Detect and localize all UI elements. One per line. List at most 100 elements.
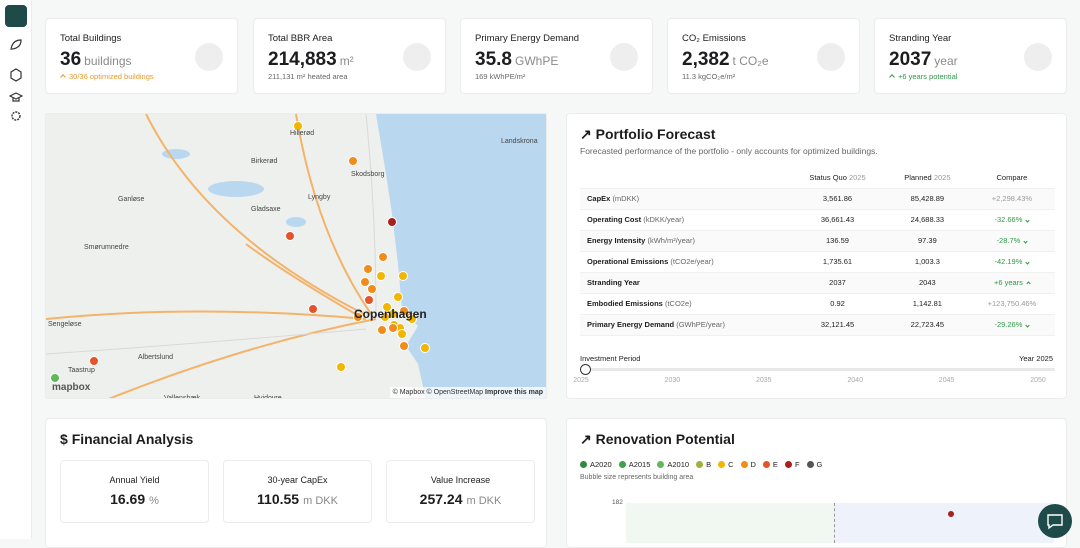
kpi-unit: GWhPE <box>514 54 559 68</box>
compare-value: -28.7% <box>968 230 1055 252</box>
legend-label: E <box>772 460 778 469</box>
legend-swatch <box>657 461 665 468</box>
kpi-card: Stranding Year 2037 year +6 years potential <box>874 18 1067 94</box>
kpi-card: Primary Energy Demand 35.8 GWhPE 169 kWhPE/… <box>460 18 653 94</box>
kpi-sub-text: 30/36 optimized buildings <box>69 72 154 81</box>
building-marker <box>367 284 377 294</box>
kpi-sub-text: +6 years potential <box>898 72 958 81</box>
renovation-note: Bubble size represents building area <box>580 474 694 481</box>
metric-unit: (tCO2e) <box>664 299 692 308</box>
place-label: Gladsaxe <box>251 206 281 213</box>
kpi-label: Total Buildings <box>60 33 122 44</box>
financial-kpi: Value Increase 257.24 m DKK <box>386 460 535 523</box>
chat-button[interactable] <box>1038 504 1072 538</box>
kpi-icon <box>610 43 638 71</box>
metric-label: Stranding Year <box>587 278 640 287</box>
legend-item: G <box>806 460 822 469</box>
trend-arrow <box>1025 260 1031 265</box>
compare-text: +123,750.46% <box>987 299 1037 308</box>
map-canvas <box>46 114 546 398</box>
legend-swatch <box>784 461 792 468</box>
financial-number: 16.69 <box>110 491 146 507</box>
compare-text: -42.19% <box>994 257 1023 266</box>
status-value: 3,561.86 <box>789 188 886 210</box>
building-marker <box>336 362 346 372</box>
metric-unit: (kDKK/year) <box>643 215 685 224</box>
nav-learn[interactable] <box>9 92 23 102</box>
planned-value: 1,003.3 <box>885 251 969 273</box>
building-marker <box>377 325 387 335</box>
financial-label: Annual Yield <box>109 475 160 485</box>
nav-leaf[interactable] <box>10 39 22 51</box>
forecast-row: Embodied Emissions (tCO2e) 0.92 1,142.81 +1… <box>580 293 1055 315</box>
compare-text: +2,298.43% <box>991 194 1033 203</box>
kpi-sub-text: 169 kWhPE/m² <box>475 72 526 81</box>
kpi-icon <box>195 43 223 71</box>
lake <box>208 181 264 197</box>
financial-number: 110.55 <box>257 491 300 507</box>
building-marker <box>353 312 363 322</box>
forecast-title-text: Portfolio Forecast <box>595 126 716 142</box>
place-label: Hillerød <box>290 130 315 137</box>
renovation-title: ↗ Renovation Potential <box>580 431 735 447</box>
chat-icon <box>1047 514 1063 530</box>
metric-name: Stranding Year <box>580 272 790 294</box>
home-icon[interactable] <box>5 5 27 27</box>
legend-item: A2020 <box>580 460 612 469</box>
place-label: Landskrona <box>501 138 538 145</box>
mapbox-logo: mapbox <box>52 382 91 393</box>
zone-blue <box>834 503 1054 543</box>
place-label: Skodsborg <box>351 171 385 178</box>
slider-thumb[interactable] <box>580 364 591 375</box>
building-marker <box>308 304 318 314</box>
roads <box>46 114 377 398</box>
legend-item: F <box>784 460 800 469</box>
planned-value: 24,688.33 <box>885 209 969 231</box>
building-marker <box>397 329 407 339</box>
improve-link[interactable]: Improve this map <box>485 389 543 396</box>
metric-name: CapEx (mDKK) <box>580 188 790 210</box>
compare-value: -29.26% <box>968 314 1055 336</box>
financial-unit: % <box>149 495 159 507</box>
attribution-text: © Mapbox © OpenStreetMap <box>392 389 484 396</box>
compare-value: +6 years <box>968 272 1055 294</box>
compare-text: -29.26% <box>994 320 1023 329</box>
legend-swatch <box>740 461 748 468</box>
map[interactable]: Hillerød Birkerød Lyngby Gladsaxe Ganløse Smø… <box>45 113 547 399</box>
nav-box[interactable] <box>10 68 22 82</box>
slider-label: Investment Period <box>580 354 641 363</box>
kpi-card: Total BBR Area 214,883 m² 211,131 m² heated… <box>253 18 446 94</box>
building-marker <box>387 217 397 227</box>
kpi-card: Total Buildings 36 buildings 30/36 optimize… <box>45 18 238 94</box>
legend-item: C <box>718 460 734 469</box>
metric-label: CapEx <box>587 194 611 203</box>
kpi-sub: 11.3 kgCO₂e/m² <box>682 72 735 81</box>
building-marker <box>399 306 409 316</box>
legend-label: F <box>794 460 800 469</box>
place-label: Hvidovre <box>254 395 282 399</box>
forecast-row: Operational Emissions (tCO2e/year) 1,735.… <box>580 251 1055 273</box>
th-planned-year: 2025 <box>933 173 951 183</box>
lake <box>286 217 306 227</box>
slider-track[interactable] <box>580 368 1055 371</box>
compare-value: +123,750.46% <box>968 293 1055 315</box>
building-marker <box>378 252 388 262</box>
financial-unit: m DKK <box>303 495 338 507</box>
financial-kpi: Annual Yield 16.69% <box>60 460 209 523</box>
kpi-label: Stranding Year <box>889 33 952 44</box>
compare-value: +2,298.43% <box>968 188 1055 210</box>
legend-swatch <box>762 461 770 468</box>
kpi-value: 2037 year <box>889 49 958 71</box>
nav-settings[interactable] <box>11 111 21 121</box>
legend-item: B <box>696 460 711 469</box>
slider-tick: 2030 <box>664 377 681 384</box>
building-marker <box>348 156 358 166</box>
attribution: © Mapbox © OpenStreetMap Improve this ma… <box>389 387 546 398</box>
kpi-unit: year <box>934 54 958 68</box>
kpi-sub-text: 211,131 m² heated area <box>268 72 348 81</box>
legend-swatch <box>618 461 626 468</box>
trend-arrow <box>1023 239 1028 244</box>
building-marker <box>382 302 392 312</box>
financial-label: 30-year CapEx <box>267 475 328 485</box>
legend-label: D <box>750 460 756 469</box>
